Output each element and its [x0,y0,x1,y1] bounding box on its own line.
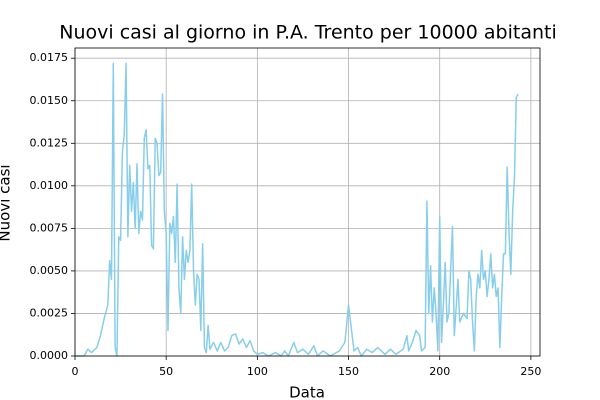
y-tick-label: 0.0100 [30,179,69,192]
x-tick-label: 200 [429,365,450,378]
plot-frame [74,47,541,357]
x-tick-label: 100 [247,365,268,378]
x-axis-label: Data [289,384,325,400]
y-tick-label: 0.0150 [30,94,69,107]
y-tick-label: 0.0075 [30,221,69,234]
y-tick-label: 0.0175 [30,51,69,64]
x-tick-label: 250 [520,365,541,378]
y-axis-label: Nuovi casi [0,164,14,241]
x-tick-label: 150 [338,365,359,378]
x-tick-label: 0 [72,365,79,378]
y-tick-label: 0.0050 [30,264,69,277]
y-tick-label: 0.0000 [30,349,69,362]
chart-title: Nuovi casi al giorno in P.A. Trento per … [59,22,556,44]
y-tick-label: 0.0025 [30,306,69,319]
data-line [75,62,519,357]
x-tick-label: 50 [159,365,173,378]
y-tick-label: 0.0125 [30,136,69,149]
